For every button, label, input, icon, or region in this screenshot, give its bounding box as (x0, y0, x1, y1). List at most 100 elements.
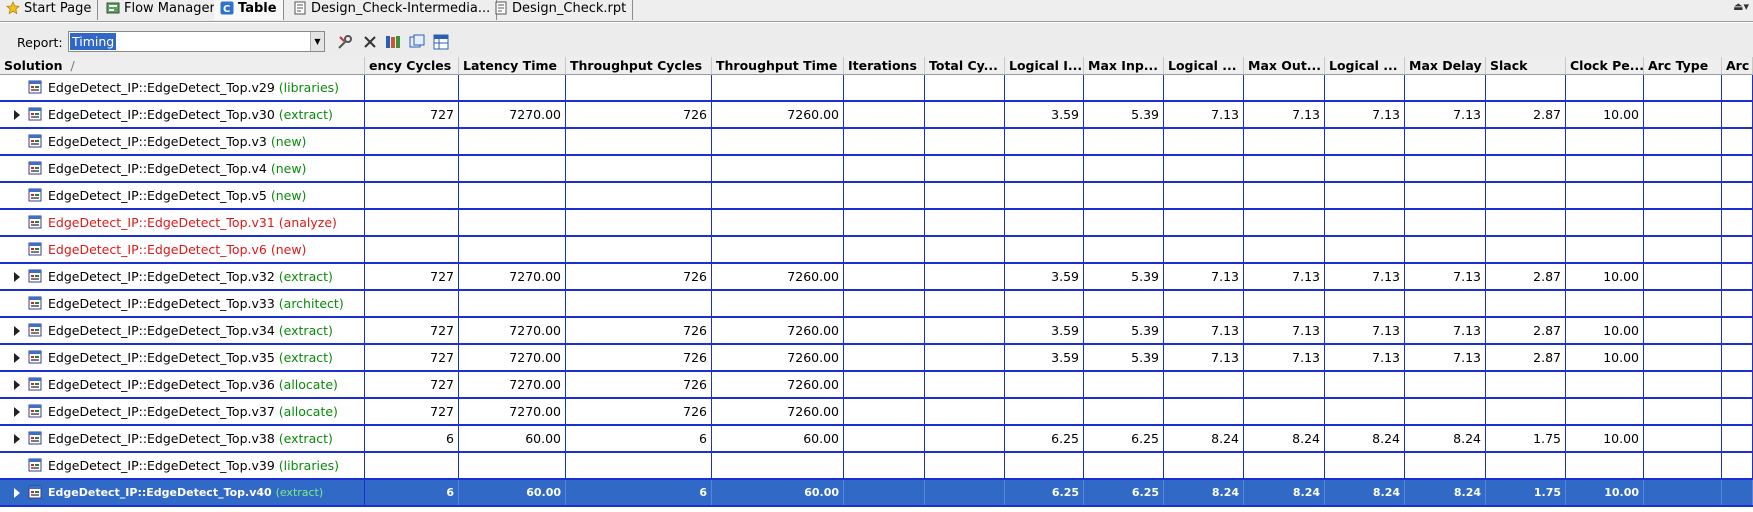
column-header[interactable]: Clock Pe... (1566, 57, 1644, 75)
customize-button[interactable] (336, 33, 354, 51)
column-header-label: Solution (4, 58, 63, 73)
solution-cell[interactable]: EdgeDetect_IP::EdgeDetect_Top.v33 (archi… (0, 291, 365, 316)
solution-cell[interactable]: EdgeDetect_IP::EdgeDetect_Top.v3 (new) (0, 129, 365, 154)
tab-flow-manager[interactable]: Flow Manager (100, 0, 222, 20)
solution-cell[interactable]: EdgeDetect_IP::EdgeDetect_Top.v37 (alloc… (0, 399, 365, 424)
table-cell (1722, 210, 1753, 235)
remove-button[interactable] (361, 33, 379, 51)
solution-cell[interactable]: EdgeDetect_IP::EdgeDetect_Top.v29 (libra… (0, 75, 365, 100)
table-row[interactable]: EdgeDetect_IP::EdgeDetect_Top.v33 (archi… (0, 291, 1753, 318)
column-header[interactable]: ency Cycles (365, 57, 459, 75)
expand-arrow-icon[interactable] (14, 353, 20, 363)
column-header[interactable]: Max Out... (1244, 57, 1325, 75)
expand-arrow-icon[interactable] (14, 326, 20, 336)
table-row[interactable]: EdgeDetect_IP::EdgeDetect_Top.v35 (extra… (0, 345, 1753, 372)
solution-status: (extract) (278, 107, 333, 122)
table-row[interactable]: EdgeDetect_IP::EdgeDetect_Top.v31 (analy… (0, 210, 1753, 237)
table-cell: 8.24 (1244, 426, 1325, 451)
solution-status: (new) (270, 161, 307, 176)
solution-cell[interactable]: EdgeDetect_IP::EdgeDetect_Top.v4 (new) (0, 156, 365, 181)
export-button[interactable] (432, 33, 450, 51)
table-row[interactable]: EdgeDetect_IP::EdgeDetect_Top.v29 (libra… (0, 75, 1753, 102)
expand-arrow-icon[interactable] (14, 380, 20, 390)
chevron-down-icon[interactable]: ▼ (310, 32, 324, 51)
table-row[interactable]: EdgeDetect_IP::EdgeDetect_Top.v40 (extra… (0, 480, 1753, 507)
column-header[interactable]: Solution / (0, 57, 365, 75)
table-cell: 10.00 (1566, 318, 1644, 343)
expand-arrow-icon[interactable] (14, 272, 20, 282)
column-header[interactable]: Max Delay (1405, 57, 1486, 75)
tab-list-menu[interactable]: ⏏▾ (1733, 0, 1749, 13)
column-header[interactable]: Throughput Time (712, 57, 844, 75)
report-select[interactable]: Timing ▼ (68, 31, 325, 52)
table-cell: 8.24 (1325, 426, 1405, 451)
column-header-label: Arc Type (1648, 58, 1709, 73)
column-header[interactable]: Slack (1486, 57, 1566, 75)
column-header[interactable]: Latency Time (459, 57, 566, 75)
table-cell (1405, 129, 1486, 154)
tab-design-check-intermediate[interactable]: Design_Check-Intermedia... (287, 0, 498, 20)
solution-cell[interactable]: EdgeDetect_IP::EdgeDetect_Top.v34 (extra… (0, 318, 365, 343)
table-row[interactable]: EdgeDetect_IP::EdgeDetect_Top.v32 (extra… (0, 264, 1753, 291)
table-cell (1405, 156, 1486, 181)
table-cell (925, 156, 1005, 181)
books-button[interactable] (384, 33, 402, 51)
table-cell: 10.00 (1566, 102, 1644, 127)
column-header[interactable]: Logical I... (1005, 57, 1084, 75)
solution-cell[interactable]: EdgeDetect_IP::EdgeDetect_Top.v35 (extra… (0, 345, 365, 370)
solution-cell[interactable]: EdgeDetect_IP::EdgeDetect_Top.v40 (extra… (0, 480, 365, 505)
solution-cell[interactable]: EdgeDetect_IP::EdgeDetect_Top.v39 (libra… (0, 453, 365, 478)
solution-name: EdgeDetect_IP::EdgeDetect_Top.v33 (48, 296, 275, 311)
column-header[interactable]: Arc (1722, 57, 1753, 75)
solution-cell[interactable]: EdgeDetect_IP::EdgeDetect_Top.v31 (analy… (0, 210, 365, 235)
table-row[interactable]: EdgeDetect_IP::EdgeDetect_Top.v36 (alloc… (0, 372, 1753, 399)
table-row[interactable]: EdgeDetect_IP::EdgeDetect_Top.v38 (extra… (0, 426, 1753, 453)
tab-label: Design_Check.rpt (512, 0, 627, 16)
column-header[interactable]: Logical ... (1164, 57, 1244, 75)
table-row[interactable]: EdgeDetect_IP::EdgeDetect_Top.v4 (new) (0, 156, 1753, 183)
solution-cell[interactable]: EdgeDetect_IP::EdgeDetect_Top.v38 (extra… (0, 426, 365, 451)
table-row[interactable]: EdgeDetect_IP::EdgeDetect_Top.v5 (new) (0, 183, 1753, 210)
column-header[interactable]: Total Cy... (925, 57, 1005, 75)
table-cell (1566, 291, 1644, 316)
solution-cell[interactable]: EdgeDetect_IP::EdgeDetect_Top.v5 (new) (0, 183, 365, 208)
copy-button[interactable] (408, 33, 426, 51)
table-row[interactable]: EdgeDetect_IP::EdgeDetect_Top.v39 (libra… (0, 453, 1753, 480)
table-cell (844, 237, 925, 262)
table-cell (844, 102, 925, 127)
column-header[interactable]: Throughput Cycles (566, 57, 712, 75)
table-cell (712, 453, 844, 478)
column-header[interactable]: Iterations (844, 57, 925, 75)
solution-label: EdgeDetect_IP::EdgeDetect_Top.v40 (extra… (48, 480, 323, 505)
table-cell (459, 237, 566, 262)
table-row[interactable]: EdgeDetect_IP::EdgeDetect_Top.v37 (alloc… (0, 399, 1753, 426)
solution-cell[interactable]: EdgeDetect_IP::EdgeDetect_Top.v30 (extra… (0, 102, 365, 127)
table-row[interactable]: EdgeDetect_IP::EdgeDetect_Top.v3 (new) (0, 129, 1753, 156)
column-header[interactable]: Max Inp... (1084, 57, 1164, 75)
table-cell: 726 (566, 372, 712, 397)
table-cell (1164, 129, 1244, 154)
expand-arrow-icon[interactable] (14, 407, 20, 417)
expand-arrow-icon[interactable] (14, 488, 20, 498)
tab-design-check-rpt[interactable]: Design_Check.rpt (488, 0, 634, 20)
table-cell: 3.59 (1005, 345, 1084, 370)
column-header[interactable]: Arc Type (1644, 57, 1722, 75)
table-row[interactable]: EdgeDetect_IP::EdgeDetect_Top.v30 (extra… (0, 102, 1753, 129)
tab-table[interactable]: C Table (214, 0, 284, 20)
expand-arrow-icon[interactable] (14, 110, 20, 120)
table-cell: 1.75 (1486, 426, 1566, 451)
solution-cell[interactable]: EdgeDetect_IP::EdgeDetect_Top.v36 (alloc… (0, 372, 365, 397)
solution-cell[interactable]: EdgeDetect_IP::EdgeDetect_Top.v32 (extra… (0, 264, 365, 289)
tab-start-page[interactable]: Start Page (0, 0, 99, 20)
table-cell (925, 453, 1005, 478)
table-cell (365, 210, 459, 235)
table-cell (1244, 129, 1325, 154)
wrench-icon (338, 35, 352, 49)
table-cell: 6 (365, 480, 459, 505)
column-header[interactable]: Logical ... (1325, 57, 1405, 75)
table-row[interactable]: EdgeDetect_IP::EdgeDetect_Top.v34 (extra… (0, 318, 1753, 345)
expand-arrow-icon[interactable] (14, 434, 20, 444)
table-cell (1005, 291, 1084, 316)
solution-cell[interactable]: EdgeDetect_IP::EdgeDetect_Top.v6 (new) (0, 237, 365, 262)
table-row[interactable]: EdgeDetect_IP::EdgeDetect_Top.v6 (new) (0, 237, 1753, 264)
